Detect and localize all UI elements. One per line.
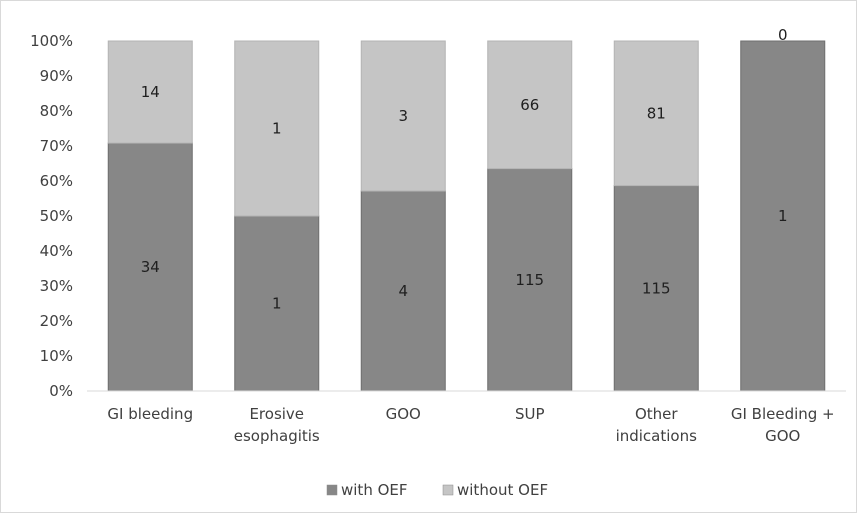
y-tick-label: 0%: [49, 382, 73, 400]
bar-segment: [613, 40, 699, 187]
x-category-label: Erosive esophagitis: [234, 405, 320, 445]
data-label: 4: [398, 282, 408, 300]
data-label: 1: [778, 207, 788, 225]
y-axis: 0% 10% 20% 30% 40% 50% 60% 70% 80% 90% 100%: [30, 32, 73, 400]
x-category-label: Other indications: [616, 405, 698, 445]
legend-swatch: [326, 484, 338, 496]
legend-swatch: [442, 484, 454, 496]
x-axis: GI bleeding Erosive esophagitis GOO SUP Other…: [87, 390, 846, 445]
data-label: 1: [272, 120, 282, 138]
y-tick-label: 70%: [40, 137, 73, 155]
y-tick-label: 10%: [40, 347, 73, 365]
bar-segment: [740, 40, 826, 392]
data-label: 3: [398, 107, 408, 125]
legend-label: without OEF: [457, 481, 548, 499]
data-label: 81: [647, 104, 666, 122]
y-tick-label: 20%: [40, 312, 73, 330]
data-label: 115: [515, 271, 544, 289]
x-category-label: GI Bleeding + GOO: [731, 405, 835, 445]
data-label: 0: [778, 26, 788, 44]
data-label: 1: [272, 295, 282, 313]
x-category-label: SUP: [515, 405, 545, 423]
bar-segment: [360, 190, 446, 392]
bar-segment: [234, 40, 320, 217]
data-label: 14: [141, 83, 160, 101]
y-tick-label: 80%: [40, 102, 73, 120]
legend: with OEF without OEF: [326, 481, 548, 499]
y-tick-label: 30%: [40, 277, 73, 295]
data-label: 115: [642, 279, 671, 297]
x-category-label: GI bleeding: [107, 405, 193, 423]
bar-segment: [107, 142, 193, 392]
y-tick-label: 50%: [40, 207, 73, 225]
data-label: 66: [520, 96, 539, 114]
bar-segment: [107, 40, 193, 144]
data-label: 34: [141, 258, 160, 276]
y-tick-label: 40%: [40, 242, 73, 260]
bar-segment: [487, 40, 573, 170]
y-tick-label: 100%: [30, 32, 73, 50]
y-tick-label: 90%: [40, 67, 73, 85]
y-tick-label: 60%: [40, 172, 73, 190]
legend-label: with OEF: [341, 481, 408, 499]
x-category-label: GOO: [386, 405, 421, 423]
bar-segment: [360, 40, 446, 192]
